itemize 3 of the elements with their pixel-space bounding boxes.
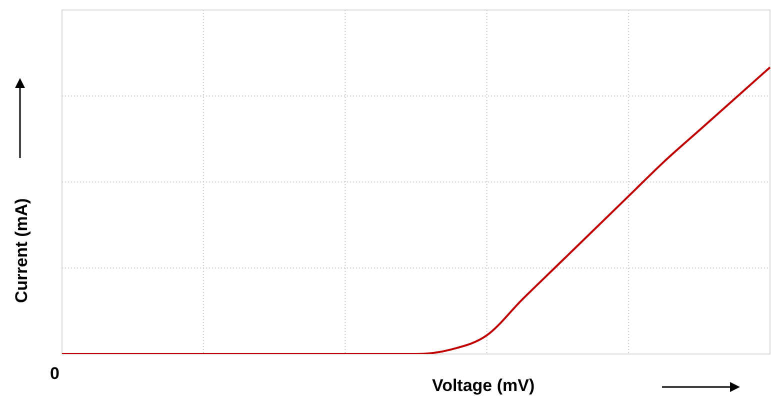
y-axis-title: Current (mA)	[12, 198, 32, 303]
text: 0	[50, 364, 60, 384]
x-axis-title: Voltage (mV)	[432, 376, 535, 396]
